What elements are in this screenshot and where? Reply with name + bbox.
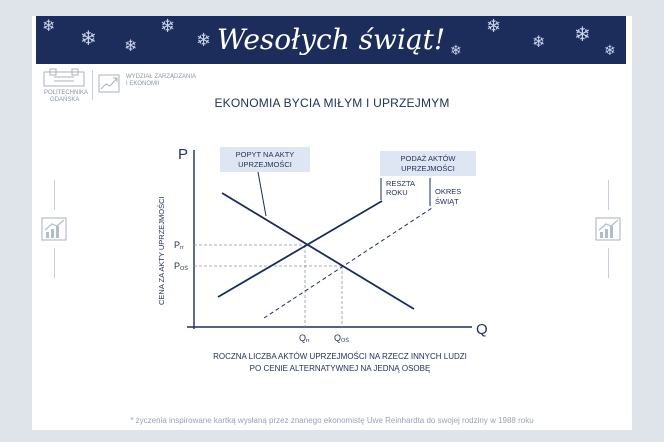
left-divider-line — [54, 180, 55, 210]
demand-label-box — [220, 147, 310, 172]
supply-label-line1: PODAŻ AKTÓW — [400, 154, 456, 163]
q-axis-label: Q — [476, 321, 488, 338]
snowflake-icon: ❄ — [532, 32, 546, 51]
supply-demand-diagram: P Q CENA ZA AKTY UPRZEJMOŚCI POPYT NA AK… — [157, 146, 488, 344]
snowflake-icon: ❄ — [450, 43, 462, 59]
p-axis-label: P — [178, 146, 188, 163]
supply-curve-rest-of-year — [217, 200, 383, 298]
p-os-label: POŚ — [174, 261, 188, 272]
snowflake-icon: ❄ — [124, 36, 138, 55]
q-rr-label: Qrr — [299, 333, 310, 344]
demand-curve — [221, 192, 415, 310]
snowflake-icon: ❄ — [196, 30, 212, 51]
growth-chart-icon — [595, 217, 621, 241]
snowflake-icon: ❄ — [160, 16, 176, 37]
snowflake-icon: ❄ — [486, 16, 502, 37]
faculty-name: WYDZIAŁ ZARZĄDZANIA I EKONOMII — [126, 74, 197, 87]
x-axis-caption-line2: PO CENIE ALTERNATYWNEJ NA JEDNĄ OSOBĘ — [249, 364, 431, 373]
demand-label-line2: UPRZEJMOŚCI — [238, 160, 292, 169]
snowflake-icon: ❄ — [574, 22, 591, 46]
logo-divider — [92, 70, 93, 100]
growth-chart-icon — [98, 74, 120, 93]
p-rr-label: Prr — [174, 240, 184, 251]
holiday-period-line1: OKRES — [435, 187, 461, 196]
x-axis-caption-line1: ROCZNA LICZBA AKTÓW UPRZEJMOŚCI NA RZECZ… — [213, 352, 467, 361]
supply-label-box — [380, 151, 476, 176]
banner-title: Wesołych świąt! — [216, 23, 446, 56]
snowflake-icon: ❄ — [80, 26, 97, 50]
rest-of-year-line2: ROKU — [386, 188, 408, 197]
q-os-label: QOŚ — [334, 333, 349, 344]
y-axis-caption: CENA ZA AKTY UPRZEJMOŚCI — [157, 196, 166, 305]
holiday-period-line2: ŚWIĄT — [435, 197, 459, 206]
demand-label-pointer — [257, 171, 267, 217]
demand-label-line1: POPYT NA AKTY — [236, 150, 295, 159]
footer-note: * życzenia inspirowane kartką wysłaną pr… — [130, 416, 534, 425]
supply-label-line2: UPRZEJMOŚCI — [401, 164, 455, 173]
university-crest-icon — [43, 68, 85, 87]
right-divider-line — [608, 180, 609, 210]
growth-chart-icon — [41, 217, 67, 241]
page-title: EKONOMIA BYCIA MIŁYM I UPRZEJMYM — [214, 96, 450, 110]
left-divider-line — [54, 248, 55, 278]
snowflake-icon: ❄ — [42, 16, 56, 35]
greeting-banner: ❄ ❄ ❄ ❄ ❄ ❄ ❄ ❄ ❄ ❄ Wesołych świąt! — [36, 16, 626, 64]
right-divider-line — [608, 248, 609, 278]
university-logo: POLITECHNIKA GDAŃSKA WYDZIAŁ ZARZĄDZANIA… — [42, 68, 212, 104]
supply-curve-holiday-period — [263, 207, 433, 319]
university-name: POLITECHNIKA GDAŃSKA — [44, 90, 89, 103]
snowflake-icon: ❄ — [604, 43, 616, 59]
rest-of-year-line1: RESZTA — [386, 179, 415, 188]
card — [32, 16, 632, 430]
